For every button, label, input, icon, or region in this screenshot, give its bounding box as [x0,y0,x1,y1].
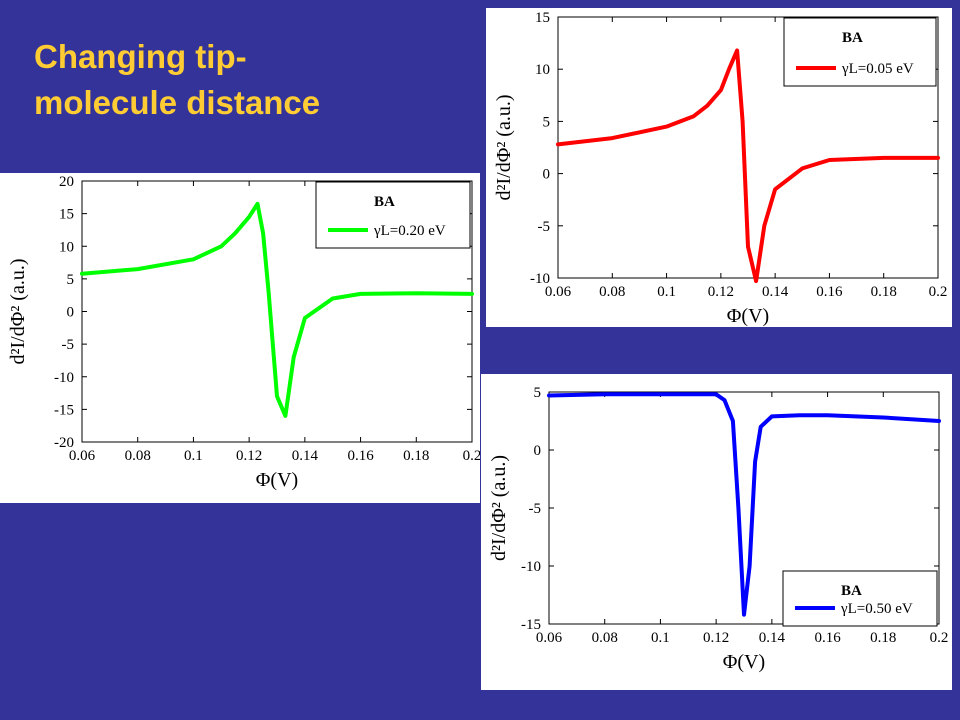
x-tick-label: 0.12 [708,284,734,300]
x-tick-label: 0.1 [184,448,203,464]
x-tick-label: 0.18 [870,630,896,646]
y-tick-label: -15 [54,402,74,418]
chart-gamma-020: 0.06 0.08 0.1 0.12 0.14 0.16 0.18 0.2 -20 -15 -10 -… [7,174,480,491]
chart-gamma-005: 0.06 0.08 0.1 0.12 0.14 0.16 0.18 0.2 -10 -5 0 5 10 1… [493,10,948,327]
x-tick-label: 0.2 [929,284,948,300]
y-tick-label: -5 [529,501,542,517]
y-tick-label: -5 [62,337,75,353]
legend-label: γL=0.05 eV [841,61,914,77]
y-tick-label: 0 [534,443,542,459]
y-tick-label: 15 [59,207,74,223]
x-tick-label: 0.08 [592,630,618,646]
slide-title-line-2: molecule distance [34,84,321,121]
chart-panel-gamma-050: 0.06 0.08 0.1 0.12 0.14 0.16 0.18 0.2 -15 -10 -5 0 5… [481,374,952,690]
y-tick-label: 20 [59,174,74,190]
y-tick-label: 10 [59,239,74,255]
legend-label: γL=0.20 eV [373,223,446,239]
y-tick-label: 10 [535,62,550,78]
x-tick-label: 0.2 [930,630,949,646]
legend-box [783,17,937,87]
x-tick-label: 0.16 [816,284,843,300]
y-tick-label: -5 [538,219,551,235]
legend-box [782,570,938,627]
x-tick-label: 0.16 [814,630,841,646]
plot-frame [557,16,939,279]
series-line [547,392,941,617]
chart-panel-gamma-005: 0.06 0.08 0.1 0.12 0.14 0.16 0.18 0.2 -10 -5 0 5 10 1… [486,8,952,327]
x-axis-label: Φ(V) [727,305,769,327]
x-tick-label: 0.2 [463,448,480,464]
chart-gamma-050: 0.06 0.08 0.1 0.12 0.14 0.16 0.18 0.2 -15 -10 -5 0 5… [488,385,949,673]
x-tick-label: 0.18 [871,284,897,300]
x-tick-label: 0.16 [347,448,374,464]
legend-title: BA [842,30,863,46]
y-tick-label: -10 [54,370,74,386]
legend-label: γL=0.50 eV [840,601,913,617]
x-tick-label: 0.1 [651,630,670,646]
y-tick-label: 5 [534,385,542,401]
series-line [80,201,474,418]
x-tick-label: 0.14 [762,284,789,300]
x-axis-label: Φ(V) [723,651,765,673]
y-tick-label: -10 [521,559,541,575]
x-tick-label: 0.06 [545,284,572,300]
x-axis-label: Φ(V) [256,469,298,491]
y-tick-label: 15 [535,10,550,26]
y-tick-label: -15 [521,617,541,633]
x-tick-label: 0.06 [536,630,563,646]
x-tick-label: 0.06 [69,448,96,464]
legend-title: BA [374,194,395,210]
x-tick-label: 0.18 [403,448,429,464]
y-axis-label: d²I/dΦ² (a.u.) [488,455,510,561]
y-tick-label: 5 [543,114,551,130]
series-line [556,48,940,284]
y-tick-label: 0 [543,167,551,183]
y-tick-label: -10 [530,271,550,287]
chart-panel-gamma-020: 0.06 0.08 0.1 0.12 0.14 0.16 0.18 0.2 -20 -15 -10 -… [0,173,480,503]
y-axis-label: d²I/dΦ² (a.u.) [7,258,29,364]
x-tick-label: 0.12 [703,630,729,646]
slide-title: Changing tip- molecule distance [34,34,320,126]
x-tick-label: 0.1 [657,284,676,300]
x-tick-label: 0.08 [599,284,625,300]
y-tick-label: -20 [54,435,74,451]
x-tick-label: 0.14 [292,448,319,464]
x-tick-label: 0.08 [125,448,151,464]
y-axis-label: d²I/dΦ² (a.u.) [493,94,515,200]
legend-box [315,181,471,249]
y-tick-label: 5 [67,272,75,288]
x-tick-label: 0.12 [236,448,262,464]
legend-title: BA [841,583,862,599]
y-tick-label: 0 [67,305,75,321]
x-tick-label: 0.14 [759,630,786,646]
slide-title-line-1: Changing tip- [34,38,247,75]
